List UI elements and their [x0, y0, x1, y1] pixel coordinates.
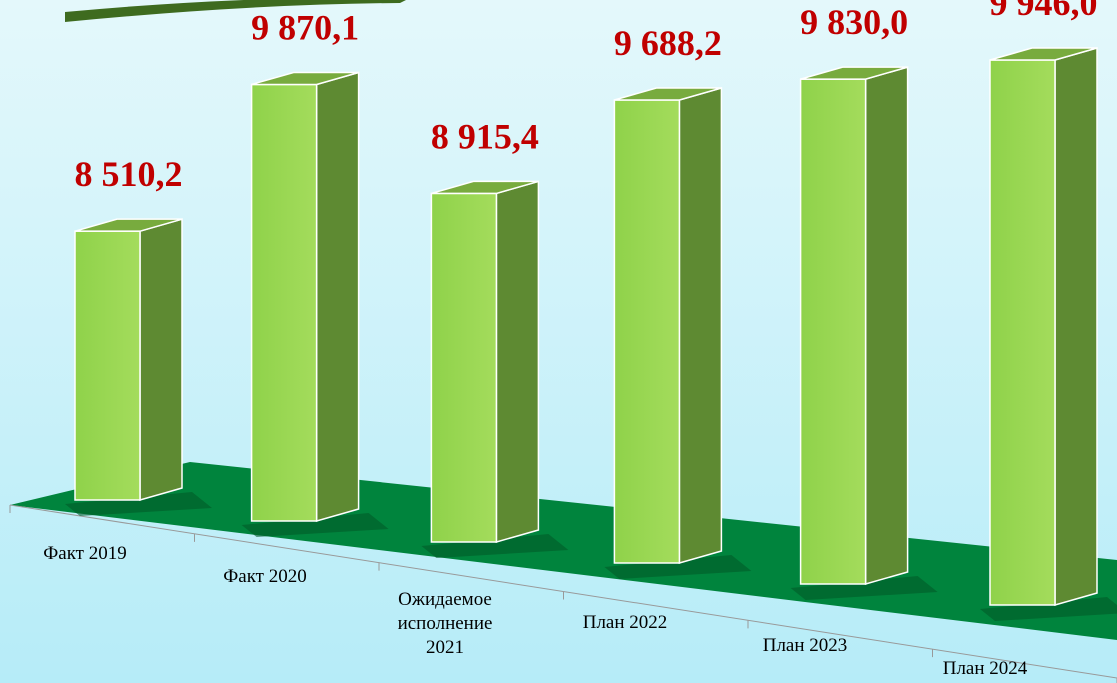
bar-shadow — [790, 576, 938, 600]
bar-top — [800, 66, 908, 80]
bar-front — [74, 230, 141, 501]
x-tick-label: План 2024 — [942, 658, 1028, 679]
bar — [604, 86, 752, 579]
value-label: 9 946,0 — [990, 0, 1098, 23]
bar-shadow — [65, 492, 212, 516]
bar — [421, 180, 569, 558]
bar-top — [251, 71, 359, 86]
bar-top — [989, 47, 1098, 61]
bar-side — [315, 71, 360, 522]
bar-top — [614, 87, 722, 101]
value-label: 9 688,2 — [614, 23, 722, 63]
bar-shadow — [980, 597, 1117, 621]
bar-front — [430, 192, 498, 543]
bar-front — [250, 83, 318, 522]
value-label: 9 870,1 — [251, 7, 359, 47]
bar-top — [431, 180, 539, 195]
x-tick-label: Ожидаемое исполнение 2021 — [397, 589, 493, 658]
bar-side — [139, 218, 183, 501]
bar-front — [799, 78, 867, 585]
bar — [980, 47, 1117, 621]
x-tick-label: Факт 2020 — [223, 566, 307, 587]
value-label: 9 830,0 — [800, 2, 908, 42]
bar — [241, 71, 389, 537]
bar — [790, 66, 938, 600]
decor-arc — [65, 0, 406, 22]
bar-side — [1054, 47, 1098, 606]
x-tick-label: План 2023 — [762, 635, 848, 656]
bar-front — [989, 59, 1056, 606]
bar-side — [495, 180, 540, 543]
bars — [65, 47, 1117, 621]
bar-top — [74, 218, 183, 232]
bar-side — [864, 66, 909, 585]
value-label: 8 510,2 — [75, 154, 183, 194]
value-label: 8 915,4 — [431, 116, 539, 156]
bar-shadow — [241, 513, 389, 537]
x-tick-label: План 2022 — [582, 612, 668, 633]
bar — [65, 218, 212, 516]
bar-shadow — [421, 534, 569, 558]
bar-side — [678, 86, 723, 564]
x-tick-label: Факт 2019 — [43, 543, 127, 564]
bar-shadow — [604, 555, 752, 579]
bar-front — [613, 99, 681, 564]
